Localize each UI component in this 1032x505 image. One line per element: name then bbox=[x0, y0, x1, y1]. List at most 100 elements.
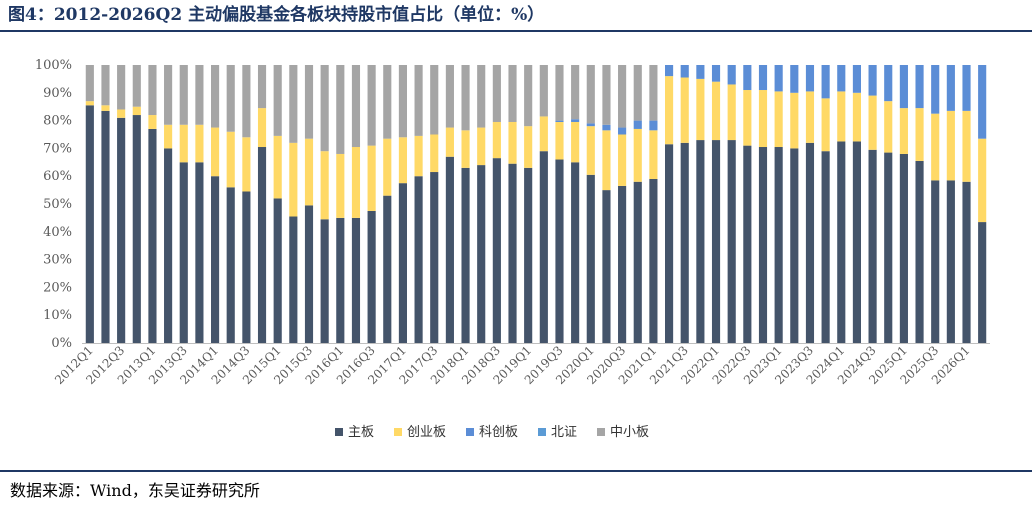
bar-segment bbox=[351, 147, 361, 218]
bar-segment bbox=[602, 190, 611, 343]
bar-segment bbox=[524, 65, 533, 127]
bar-segment bbox=[946, 65, 955, 111]
bar-segment bbox=[445, 156, 454, 343]
bar-segment bbox=[868, 149, 877, 343]
y-axis: 0% 10% 20% 30% 40% 50% 60% 70% 80% 90% 100% bbox=[35, 58, 72, 351]
legend-swatch bbox=[335, 428, 343, 436]
bar-segment bbox=[477, 65, 486, 128]
bar-segment bbox=[85, 101, 94, 106]
bar-segment bbox=[117, 65, 126, 110]
bar-segment bbox=[226, 187, 235, 343]
bar-segment bbox=[211, 127, 220, 177]
legend-swatch bbox=[466, 428, 474, 436]
bar-segment bbox=[837, 91, 846, 142]
bar-segment bbox=[633, 181, 642, 343]
bar-segment bbox=[899, 108, 908, 154]
legend-swatch bbox=[597, 428, 605, 436]
bar-segment bbox=[743, 145, 752, 343]
bar-segment bbox=[790, 65, 799, 93]
legend-label: 北证 bbox=[551, 425, 577, 440]
bar-segment bbox=[367, 65, 376, 146]
bar-segment bbox=[524, 167, 533, 343]
bar-segment bbox=[430, 172, 439, 343]
bar-segment bbox=[680, 77, 689, 143]
legend: 主板 创业板 科创板 北证 中小板 bbox=[335, 425, 649, 440]
bar-segment bbox=[85, 105, 94, 343]
bar-segment bbox=[978, 222, 987, 343]
chart-title: 图4：2012-2026Q2 主动偏股基金各板块持股市值占比（单位：%） bbox=[8, 5, 545, 25]
bar-area bbox=[85, 65, 987, 344]
bar-segment bbox=[931, 180, 940, 343]
bar-segment bbox=[461, 130, 470, 168]
bar-segment bbox=[946, 180, 955, 343]
bar-segment bbox=[304, 65, 314, 139]
bar-segment bbox=[962, 65, 971, 111]
bar-segment bbox=[837, 141, 846, 343]
y-tick-label: 90% bbox=[43, 86, 72, 101]
bar-segment bbox=[633, 128, 642, 182]
bar-segment bbox=[242, 191, 251, 343]
bar-segment bbox=[868, 95, 877, 150]
bar-segment bbox=[727, 84, 736, 141]
bar-segment bbox=[195, 65, 204, 125]
bar-segment bbox=[727, 65, 736, 85]
y-tick-label: 80% bbox=[43, 114, 72, 129]
bar-segment bbox=[367, 145, 376, 211]
y-tick-label: 100% bbox=[35, 58, 72, 73]
y-tick-label: 60% bbox=[43, 169, 72, 184]
y-tick-label: 70% bbox=[43, 141, 72, 156]
bar-segment bbox=[101, 105, 110, 111]
bar-segment bbox=[383, 65, 392, 139]
bar-segment bbox=[508, 121, 517, 164]
bar-segment bbox=[383, 138, 392, 196]
bar-segment bbox=[649, 120, 658, 131]
bar-segment bbox=[445, 65, 454, 128]
bar-segment bbox=[289, 142, 298, 217]
bar-segment bbox=[649, 65, 658, 121]
bar-segment bbox=[242, 65, 251, 138]
bar-segment bbox=[148, 128, 157, 343]
bar-segment bbox=[899, 65, 908, 109]
y-tick-label: 20% bbox=[43, 280, 72, 295]
bar-segment bbox=[633, 120, 642, 129]
legend-label: 主板 bbox=[348, 425, 374, 440]
bar-segment bbox=[665, 65, 674, 77]
bar-segment bbox=[665, 144, 674, 343]
bar-segment bbox=[132, 65, 141, 107]
bar-segment bbox=[211, 176, 220, 343]
bar-segment bbox=[414, 135, 423, 177]
bar-segment bbox=[711, 81, 721, 141]
bar-segment bbox=[586, 65, 595, 124]
bar-segment bbox=[555, 120, 564, 122]
bar-segment bbox=[257, 147, 267, 343]
bar-segment bbox=[790, 92, 799, 149]
bar-segment bbox=[571, 162, 580, 343]
bar-segment bbox=[805, 65, 815, 92]
bar-segment bbox=[618, 185, 627, 343]
bar-segment bbox=[680, 65, 689, 78]
bar-segment bbox=[477, 127, 486, 166]
bar-segment bbox=[524, 126, 533, 168]
bar-segment bbox=[414, 65, 423, 136]
bar-segment bbox=[727, 140, 736, 343]
bar-segment bbox=[257, 108, 267, 148]
bar-segment bbox=[273, 135, 282, 199]
top-rule bbox=[0, 30, 1032, 32]
bar-segment bbox=[101, 65, 110, 106]
bar-segment bbox=[649, 130, 658, 179]
bar-segment bbox=[899, 153, 908, 343]
bar-segment bbox=[414, 176, 423, 343]
bar-segment bbox=[555, 159, 564, 343]
bar-segment bbox=[743, 65, 752, 91]
bar-segment bbox=[179, 162, 188, 343]
bar-segment bbox=[336, 217, 345, 343]
bar-segment bbox=[320, 65, 329, 152]
bar-segment bbox=[586, 123, 595, 127]
bar-segment bbox=[320, 151, 329, 220]
bar-segment bbox=[132, 115, 141, 343]
bar-segment bbox=[383, 195, 392, 343]
bar-segment bbox=[289, 65, 298, 143]
bar-segment bbox=[211, 65, 220, 128]
bar-segment bbox=[508, 163, 517, 343]
bar-segment bbox=[148, 115, 157, 129]
